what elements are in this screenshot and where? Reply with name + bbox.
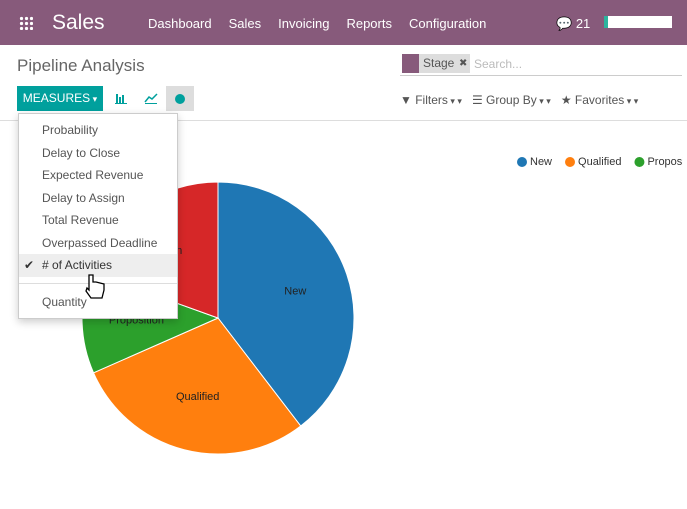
search-facet[interactable]: Stage <box>402 54 471 73</box>
legend-label: Qualified <box>578 156 621 168</box>
slice-label: New <box>284 286 306 298</box>
cursor <box>85 274 105 299</box>
menu-item[interactable]: Invoicing <box>278 16 330 31</box>
search-box[interactable]: Stage Search... <box>400 53 682 76</box>
menu-item[interactable]: Sales <box>228 16 262 31</box>
option-label: Group By <box>486 93 544 107</box>
top-bar: Sales Dashboard Sales Invoicing Reports … <box>0 0 687 45</box>
measure-item[interactable]: # of Activities <box>19 254 177 277</box>
legend-swatch <box>634 157 645 167</box>
legend-label: New <box>530 156 552 168</box>
measure-item[interactable]: Expected Revenue <box>42 168 144 182</box>
pie-slice <box>217 181 355 427</box>
measure-item[interactable]: Delay to Assign <box>42 190 125 205</box>
messages[interactable]: 💬 21 <box>556 16 591 31</box>
option-label: Filters <box>415 93 455 107</box>
pie-slice <box>92 317 302 455</box>
line-chart-button[interactable] <box>137 86 165 111</box>
menu-item[interactable]: Reports <box>346 16 392 31</box>
user-bar[interactable] <box>604 16 672 28</box>
pie-chart-button[interactable] <box>166 86 194 111</box>
menu: Dashboard Sales Invoicing Reports Config… <box>148 16 486 31</box>
bar-chart-button[interactable] <box>107 86 135 111</box>
measures-button[interactable]: MEASURES <box>17 86 103 111</box>
option-label: Favorites <box>575 93 631 107</box>
breadcrumb: Pipeline Analysis <box>17 56 145 75</box>
measure-item[interactable]: Overpassed Deadline <box>42 235 158 250</box>
apps-icon[interactable] <box>19 16 33 30</box>
filters[interactable]: ▼ Filters <box>400 93 462 107</box>
search-placeholder: Search... <box>474 57 523 71</box>
chart: NewQualifiedPropositionWonNewQualifiedPr… <box>81 156 687 455</box>
search-options: ▼ Filters ☰ Group By ★ Favorites <box>400 93 638 107</box>
legend-label: Proposition <box>647 156 687 168</box>
group-by[interactable]: ☰ Group By <box>472 93 551 107</box>
measure-item[interactable]: Probability <box>42 123 99 137</box>
legend-swatch <box>517 157 527 167</box>
measure-item[interactable]: Delay to Close <box>42 145 121 160</box>
menu-item[interactable]: Configuration <box>408 16 487 31</box>
slice-label: Qualified <box>176 391 219 403</box>
divider <box>0 120 687 121</box>
menu-item[interactable]: Dashboard <box>148 16 212 31</box>
measure-item[interactable]: Total Revenue <box>42 213 119 227</box>
favorites[interactable]: ★ Favorites <box>561 93 639 107</box>
message-count: 21 <box>575 16 591 31</box>
app-name[interactable]: Sales <box>52 11 105 34</box>
legend-swatch <box>565 157 576 167</box>
